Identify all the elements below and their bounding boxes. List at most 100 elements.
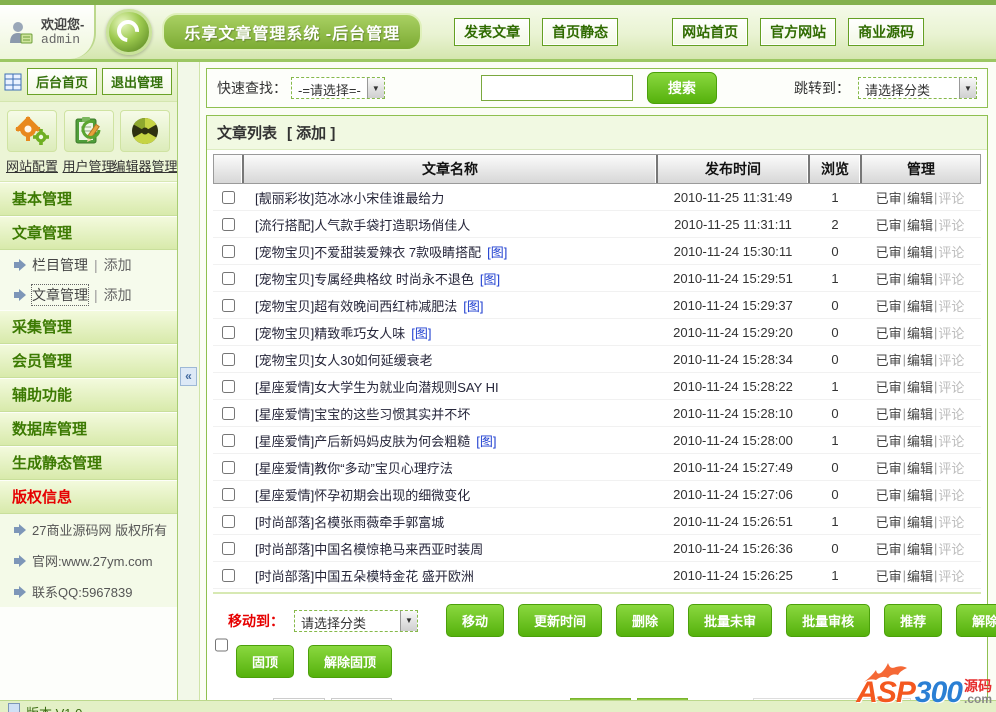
sidebar-item-collection-management[interactable]: 采集管理	[0, 310, 177, 344]
add-article-link[interactable]: [ 添加 ]	[287, 125, 336, 142]
batch-action-button[interactable]: 推荐	[884, 604, 943, 637]
article-title-link[interactable]: [宠物宝贝]超有效晚间西红柿减肥法	[255, 298, 458, 314]
quick-search-select[interactable]: -=请选择=- ▼	[291, 77, 385, 99]
article-title-link[interactable]: [宠物宝贝]专属经典格纹 时尚永不退色	[255, 271, 474, 287]
approved-link[interactable]: 已审	[875, 271, 902, 287]
row-checkbox[interactable]	[221, 352, 235, 366]
sidebar-item-member-management[interactable]: 会员管理	[0, 344, 177, 378]
edit-link[interactable]: 编辑	[906, 271, 933, 287]
column-management-link[interactable]: 栏目管理	[32, 257, 88, 273]
approved-link[interactable]: 已审	[875, 352, 902, 368]
approved-link[interactable]: 已审	[875, 244, 902, 260]
article-title-link[interactable]: [宠物宝贝]精致乖巧女人味	[255, 325, 406, 341]
image-tag-link[interactable]: [图]	[476, 433, 497, 449]
edit-link[interactable]: 编辑	[906, 541, 933, 557]
approved-link[interactable]: 已审	[875, 541, 902, 557]
row-checkbox[interactable]	[221, 217, 235, 231]
comment-link[interactable]: 评论	[938, 325, 965, 341]
edit-link[interactable]: 编辑	[906, 379, 933, 395]
article-title-link[interactable]: [星座爱情]怀孕初期会出现的细微变化	[255, 487, 471, 503]
header-nav-button[interactable]: 商业源码	[848, 18, 925, 46]
edit-link[interactable]: 编辑	[906, 433, 933, 449]
edit-link[interactable]: 编辑	[906, 568, 933, 584]
edit-link[interactable]: 编辑	[906, 514, 933, 530]
row-checkbox[interactable]	[221, 568, 235, 582]
shortcut-label[interactable]: 用户管理	[62, 159, 115, 174]
batch-action-button[interactable]: 移动	[446, 604, 505, 637]
comment-link[interactable]: 评论	[938, 487, 965, 503]
comment-link[interactable]: 评论	[938, 190, 965, 206]
header-nav-button[interactable]: 官方网站	[760, 18, 837, 46]
row-checkbox[interactable]	[221, 379, 235, 393]
approved-link[interactable]: 已审	[875, 190, 902, 206]
pin-action-button[interactable]: 解除固顶	[308, 645, 393, 678]
sidebar-item-article-management[interactable]: 文章管理	[0, 216, 177, 250]
row-checkbox[interactable]	[221, 298, 235, 312]
article-title-link[interactable]: [靓丽彩妆]范冰冰小宋佳谁最给力	[255, 190, 445, 206]
article-title-link[interactable]: [时尚部落]中国名模惊艳马来西亚时装周	[255, 541, 484, 557]
row-checkbox[interactable]	[221, 433, 235, 447]
row-checkbox[interactable]	[221, 271, 235, 285]
approved-link[interactable]: 已审	[875, 568, 902, 584]
row-checkbox[interactable]	[221, 514, 235, 528]
article-title-link[interactable]: [宠物宝贝]不爱甜装爱辣衣 7款吸睛搭配	[255, 244, 482, 260]
row-checkbox[interactable]	[221, 487, 235, 501]
sidebar-item-copyright-info[interactable]: 版权信息	[0, 480, 177, 514]
comment-link[interactable]: 评论	[938, 217, 965, 233]
sidebar-item-static-generation[interactable]: 生成静态管理	[0, 446, 177, 480]
edit-link[interactable]: 编辑	[906, 244, 933, 260]
header-nav-button[interactable]: 网站首页	[672, 18, 749, 46]
article-title-link[interactable]: [流行搭配]人气款手袋打造职场俏佳人	[255, 217, 471, 233]
chevron-down-icon[interactable]: ▼	[959, 78, 976, 98]
search-input[interactable]	[480, 75, 633, 101]
approved-link[interactable]: 已审	[875, 298, 902, 314]
backend-home-button[interactable]: 后台首页	[27, 68, 98, 95]
batch-action-button[interactable]: 解除推荐	[956, 604, 996, 637]
logout-button[interactable]: 退出管理	[102, 68, 173, 95]
article-title-link[interactable]: [星座爱情]产后新妈妈皮肤为何会粗糙	[255, 433, 471, 449]
comment-link[interactable]: 评论	[938, 541, 965, 557]
edit-link[interactable]: 编辑	[906, 298, 933, 314]
shortcut-label[interactable]: 编辑器管理	[112, 159, 178, 174]
image-tag-link[interactable]: [图]	[411, 325, 432, 341]
select-all-checkbox[interactable]	[215, 612, 228, 678]
edit-link[interactable]: 编辑	[906, 217, 933, 233]
image-tag-link[interactable]: [图]	[479, 271, 501, 287]
approved-link[interactable]: 已审	[875, 433, 902, 449]
row-checkbox[interactable]	[221, 325, 235, 339]
article-title-link[interactable]: [星座爱情]女大学生为就业向潜规则SAY HI	[255, 379, 499, 395]
article-title-link[interactable]: [宠物宝贝]女人30如何延缓衰老	[255, 352, 433, 368]
column-add-link[interactable]: 添加	[103, 257, 132, 273]
row-checkbox[interactable]	[221, 190, 235, 204]
chevron-down-icon[interactable]: ▼	[400, 610, 417, 631]
row-checkbox[interactable]	[221, 406, 235, 420]
sidebar-item-auxiliary-functions[interactable]: 辅助功能	[0, 378, 177, 412]
approved-link[interactable]: 已审	[875, 325, 902, 341]
image-tag-link[interactable]: [图]	[463, 298, 484, 314]
approved-link[interactable]: 已审	[875, 217, 902, 233]
edit-link[interactable]: 编辑	[906, 406, 933, 422]
article-title-link[interactable]: [星座爱情]宝宝的这些习惯其实并不坏	[255, 406, 471, 422]
approved-link[interactable]: 已审	[875, 487, 902, 503]
row-checkbox[interactable]	[221, 244, 235, 258]
edit-link[interactable]: 编辑	[906, 460, 933, 476]
comment-link[interactable]: 评论	[938, 352, 965, 368]
comment-link[interactable]: 评论	[938, 460, 965, 476]
collapse-sidebar-button[interactable]: «	[180, 367, 197, 386]
sidebar-item-basic-management[interactable]: 基本管理	[0, 182, 177, 216]
row-checkbox[interactable]	[221, 541, 235, 555]
edit-link[interactable]: 编辑	[906, 190, 933, 206]
article-title-link[interactable]: [时尚部落]名模张雨薇牵手郭富城	[255, 514, 445, 530]
jump-category-select[interactable]: 请选择分类 ▼	[858, 77, 977, 99]
article-add-link[interactable]: 添加	[103, 287, 132, 303]
comment-link[interactable]: 评论	[938, 379, 965, 395]
batch-action-button[interactable]: 删除	[616, 604, 675, 637]
comment-link[interactable]: 评论	[938, 433, 965, 449]
approved-link[interactable]: 已审	[875, 379, 902, 395]
sidebar-item-database-management[interactable]: 数据库管理	[0, 412, 177, 446]
approved-link[interactable]: 已审	[875, 460, 902, 476]
header-nav-button[interactable]: 首页静态	[542, 18, 619, 46]
approved-link[interactable]: 已审	[875, 514, 902, 530]
edit-link[interactable]: 编辑	[906, 325, 933, 341]
article-title-link[interactable]: [星座爱情]教你“多动”宝贝心理疗法	[255, 460, 453, 476]
